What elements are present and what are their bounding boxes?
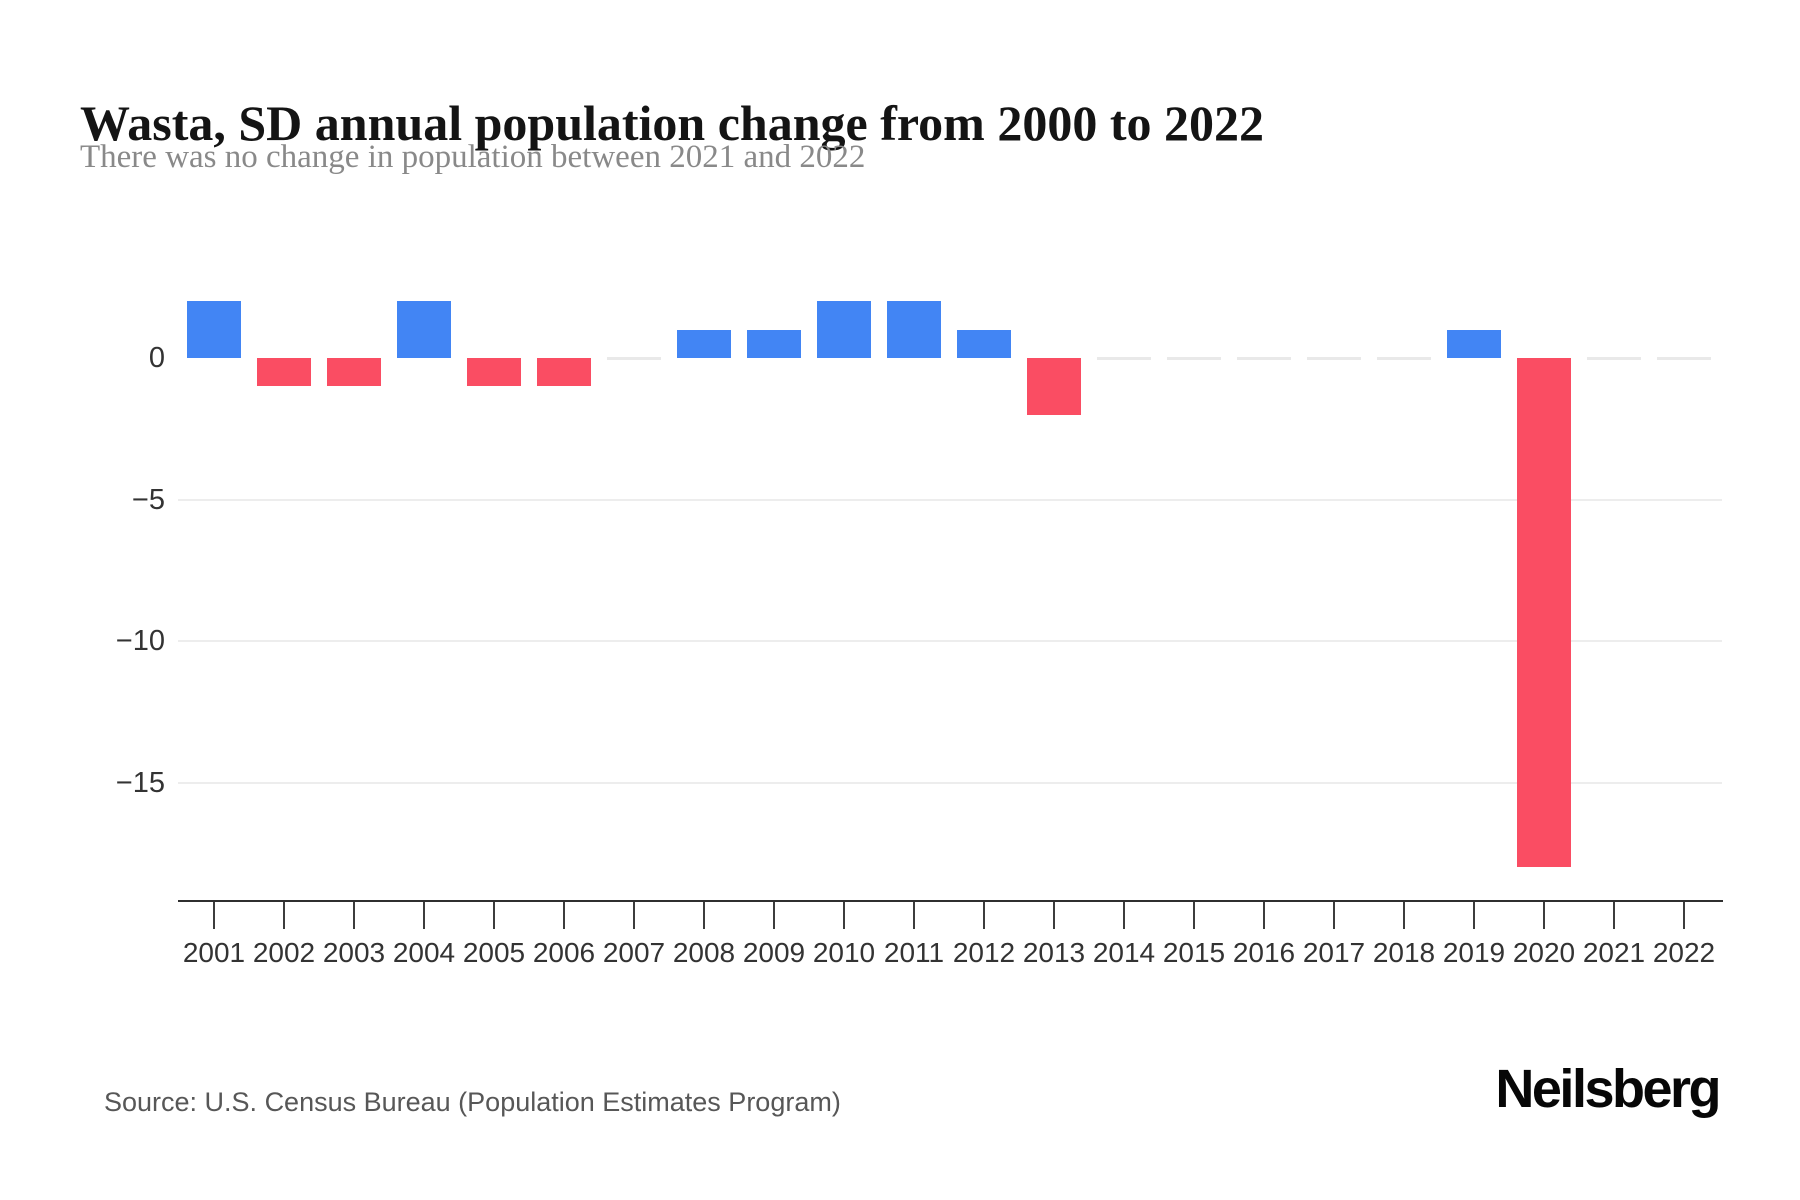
x-axis-label-2004: 2004 bbox=[392, 937, 456, 968]
zero-value-mark-2022[interactable] bbox=[1657, 356, 1711, 360]
x-tick-2009 bbox=[773, 902, 775, 929]
x-axis-label-2020: 2020 bbox=[1512, 937, 1576, 968]
brand-logo: Neilsberg bbox=[1495, 1059, 1721, 1119]
zero-value-mark-2021[interactable] bbox=[1587, 356, 1641, 360]
bar-2012[interactable] bbox=[957, 329, 1011, 358]
bar-2006[interactable] bbox=[537, 358, 591, 387]
bar-2005[interactable] bbox=[467, 358, 521, 387]
x-tick-2001 bbox=[213, 902, 215, 929]
source-note: Source: U.S. Census Bureau (Population E… bbox=[104, 1087, 841, 1117]
x-axis-label-2016: 2016 bbox=[1232, 937, 1296, 968]
bar-2003[interactable] bbox=[327, 358, 381, 387]
x-axis-label-2013: 2013 bbox=[1022, 937, 1086, 968]
bar-2020[interactable] bbox=[1517, 358, 1571, 868]
zero-value-mark-2018[interactable] bbox=[1377, 356, 1431, 360]
x-axis-label-2005: 2005 bbox=[462, 937, 526, 968]
zero-value-mark-2016[interactable] bbox=[1237, 356, 1291, 360]
bar-2019[interactable] bbox=[1447, 329, 1501, 358]
x-axis-label-2011: 2011 bbox=[883, 937, 945, 968]
x-tick-2014 bbox=[1123, 902, 1125, 929]
bar-2008[interactable] bbox=[677, 329, 731, 358]
x-axis-label-2006: 2006 bbox=[532, 937, 596, 968]
gridline--5 bbox=[178, 498, 1722, 501]
x-tick-2015 bbox=[1193, 902, 1195, 929]
bar-2004[interactable] bbox=[397, 301, 451, 358]
x-axis-label-2001: 2001 bbox=[182, 937, 246, 968]
x-tick-2011 bbox=[913, 902, 915, 929]
x-tick-2013 bbox=[1053, 902, 1055, 929]
y-axis-label--15: −15 bbox=[115, 766, 165, 799]
x-axis-label-2014: 2014 bbox=[1092, 937, 1156, 968]
x-axis-label-2018: 2018 bbox=[1372, 937, 1436, 968]
x-tick-2004 bbox=[423, 902, 425, 929]
zero-value-mark-2014[interactable] bbox=[1097, 356, 1151, 360]
x-tick-2005 bbox=[493, 902, 495, 929]
x-tick-2006 bbox=[563, 902, 565, 929]
x-tick-2012 bbox=[983, 902, 985, 929]
x-axis-label-2022: 2022 bbox=[1652, 937, 1716, 968]
page-subtitle: There was no change in population betwee… bbox=[80, 139, 866, 175]
x-tick-2002 bbox=[283, 902, 285, 929]
gridline--15 bbox=[178, 781, 1722, 784]
x-tick-2019 bbox=[1473, 902, 1475, 929]
y-axis-label-0: 0 bbox=[148, 342, 165, 374]
bar-2013[interactable] bbox=[1027, 358, 1081, 415]
x-axis-label-2012: 2012 bbox=[952, 937, 1016, 968]
x-axis-label-2010: 2010 bbox=[812, 937, 876, 968]
x-axis-label-2021: 2021 bbox=[1582, 937, 1646, 968]
x-axis-label-2015: 2015 bbox=[1162, 937, 1226, 968]
bar-2002[interactable] bbox=[257, 358, 311, 387]
y-axis-label--10: −10 bbox=[115, 625, 165, 657]
x-tick-2017 bbox=[1333, 902, 1335, 929]
x-axis-label-2007: 2007 bbox=[602, 937, 666, 968]
bar-2011[interactable] bbox=[887, 301, 941, 358]
x-tick-2021 bbox=[1613, 902, 1615, 929]
zero-value-mark-2007[interactable] bbox=[607, 356, 661, 360]
bar-2001[interactable] bbox=[187, 301, 241, 358]
x-axis-label-2009: 2009 bbox=[742, 937, 806, 968]
x-tick-2018 bbox=[1403, 902, 1405, 929]
x-axis-label-2019: 2019 bbox=[1442, 937, 1506, 968]
y-axis-label--5: −5 bbox=[131, 483, 165, 516]
x-axis-label-2017: 2017 bbox=[1302, 937, 1366, 968]
x-axis-label-2002: 2002 bbox=[252, 937, 316, 968]
x-axis-label-2003: 2003 bbox=[322, 937, 386, 968]
zero-value-mark-2017[interactable] bbox=[1307, 356, 1361, 360]
bar-2010[interactable] bbox=[817, 301, 871, 358]
zero-value-mark-2015[interactable] bbox=[1167, 356, 1221, 360]
gridline--10 bbox=[178, 640, 1722, 642]
x-tick-2016 bbox=[1263, 902, 1265, 929]
x-axis-line bbox=[178, 900, 1723, 902]
page-title: Wasta, SD annual population change from … bbox=[80, 94, 1264, 151]
x-tick-2008 bbox=[703, 902, 705, 929]
x-axis-label-2008: 2008 bbox=[672, 937, 736, 968]
x-tick-2003 bbox=[353, 902, 355, 929]
x-tick-2007 bbox=[633, 902, 635, 929]
x-tick-2020 bbox=[1543, 902, 1545, 929]
x-tick-2022 bbox=[1683, 902, 1685, 929]
bar-2009[interactable] bbox=[747, 329, 801, 358]
x-tick-2010 bbox=[843, 902, 845, 929]
